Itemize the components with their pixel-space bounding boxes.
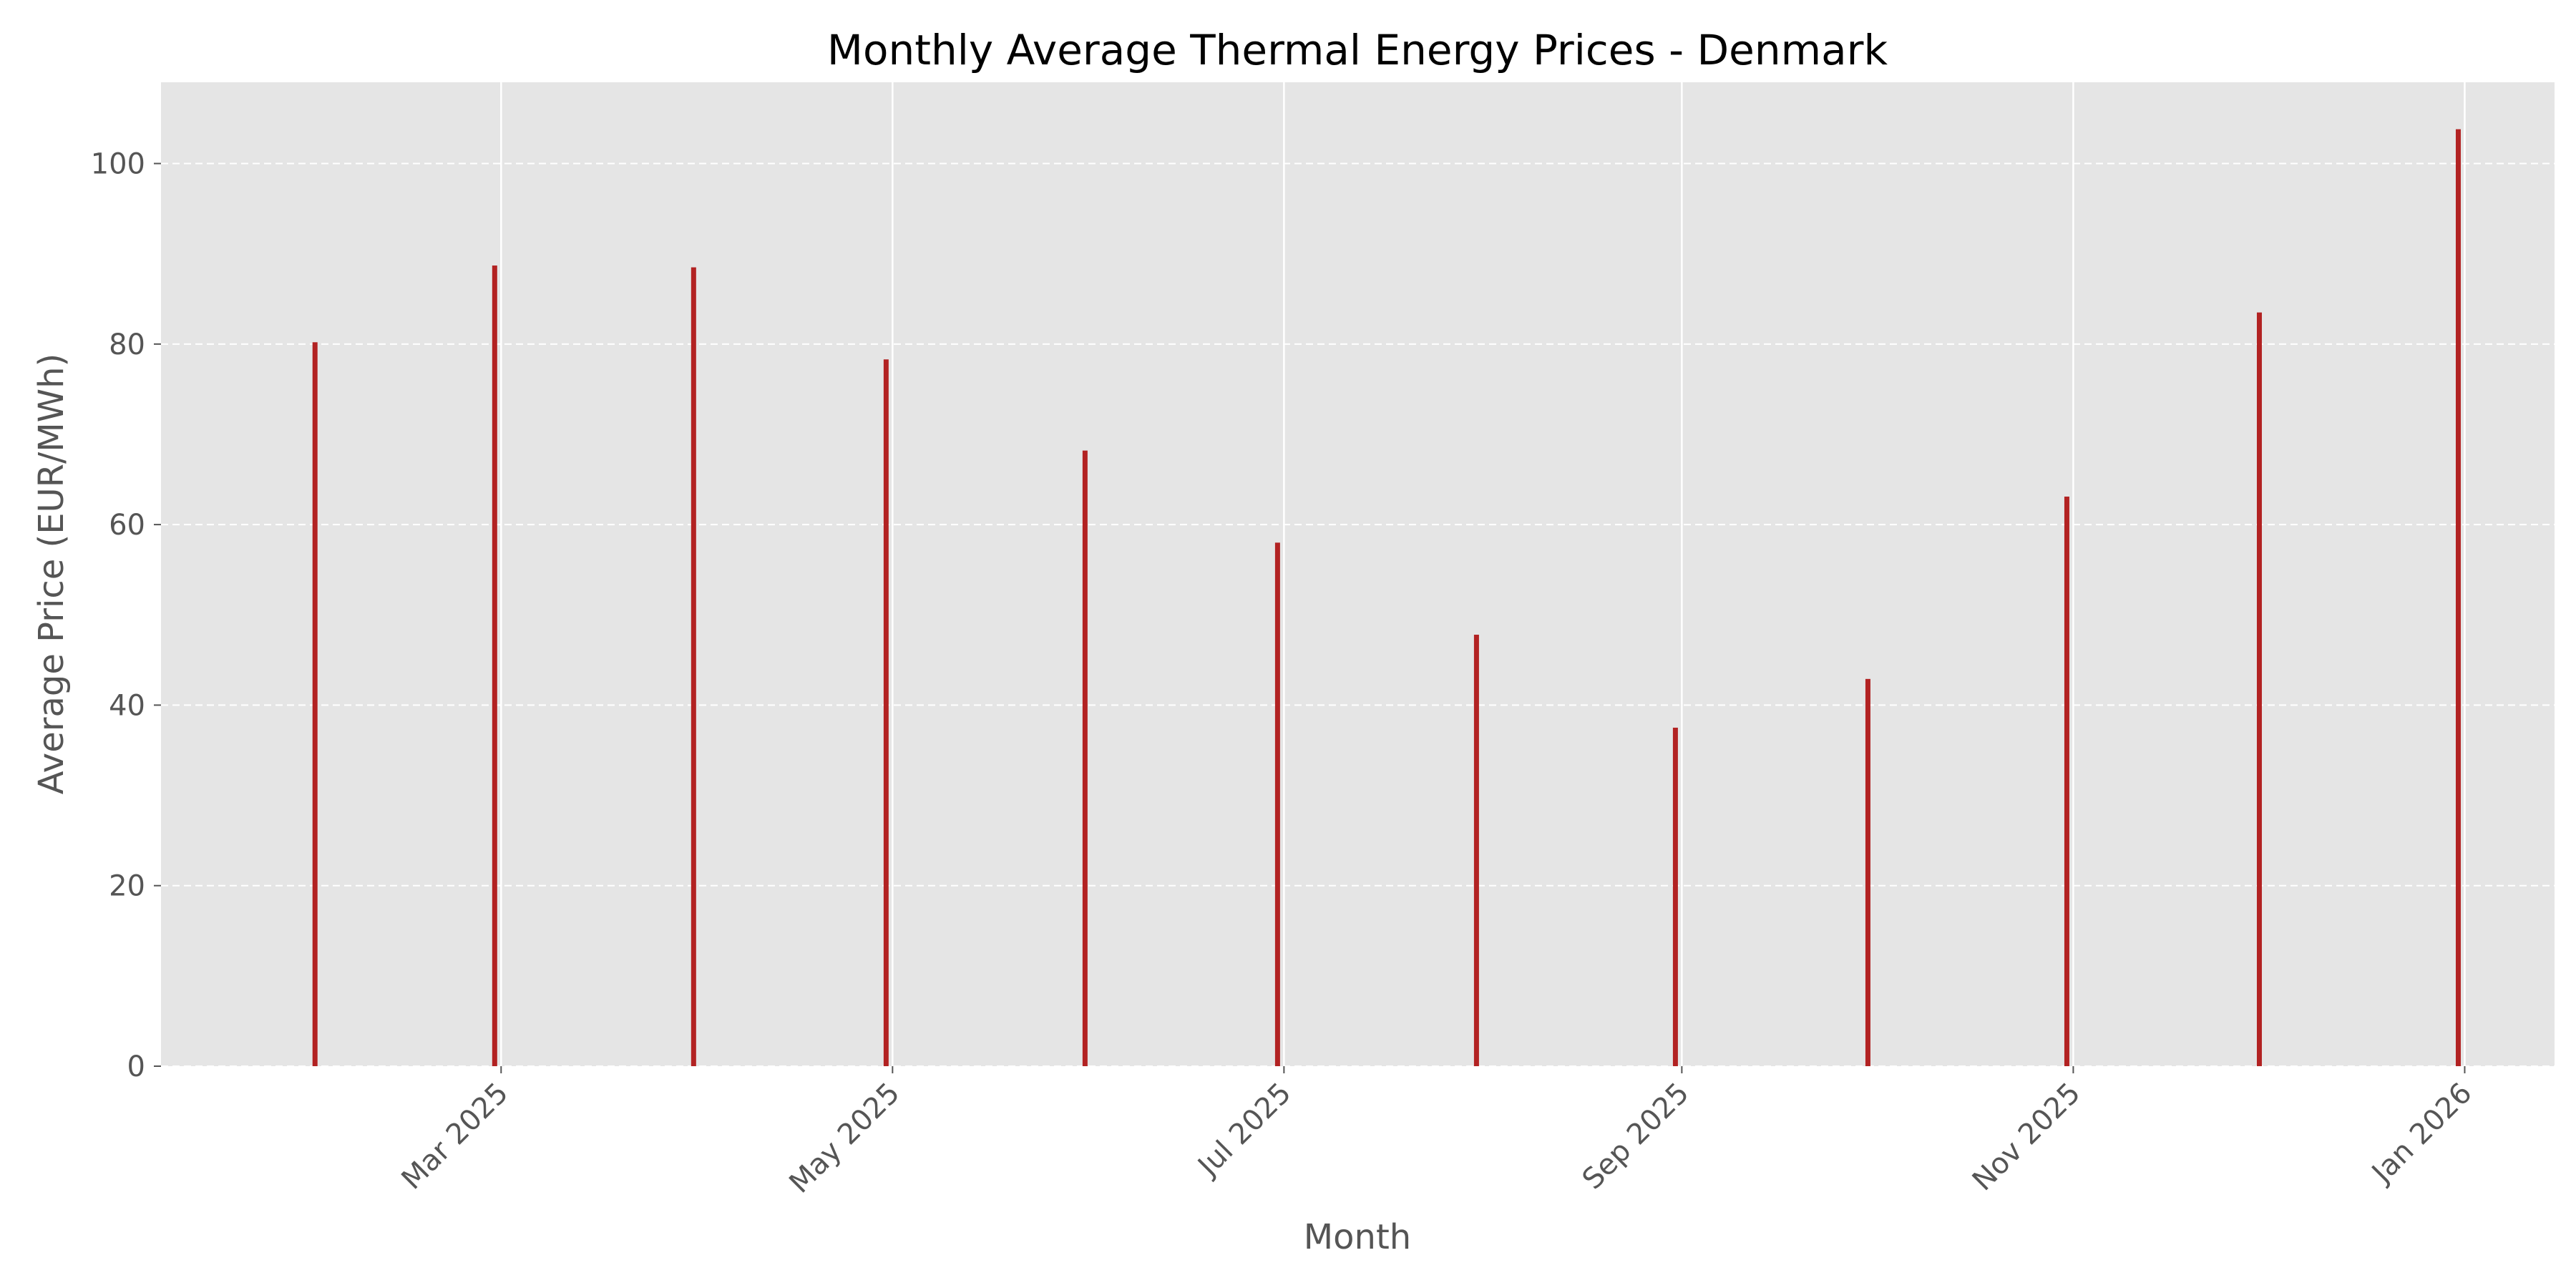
- bar: [691, 267, 696, 1066]
- chart-title: Monthly Average Thermal Energy Prices - …: [827, 26, 1888, 74]
- y-tick-label: 40: [109, 689, 145, 722]
- y-tick-label: 60: [109, 509, 145, 542]
- bar: [2455, 129, 2461, 1067]
- bar: [1473, 635, 1479, 1066]
- y-tick-label: 0: [127, 1050, 145, 1083]
- grid-lines: [161, 82, 2555, 1067]
- bar: [883, 359, 889, 1066]
- y-axis-label: Average Price (EUR/MWh): [31, 353, 72, 794]
- plot-background: [161, 82, 2555, 1066]
- y-axis-ticks: 0 20 40 60 80 100: [91, 148, 161, 1083]
- y-tick-label: 20: [109, 870, 145, 903]
- bars: [312, 129, 2461, 1067]
- bar: [312, 342, 318, 1067]
- y-tick-label: 80: [109, 328, 145, 361]
- bar: [2064, 497, 2069, 1066]
- bar: [1082, 450, 1088, 1066]
- bar: [1672, 727, 1678, 1066]
- bar: [1865, 678, 1870, 1066]
- y-tick-label: 100: [91, 148, 145, 181]
- bar: [1274, 542, 1280, 1066]
- x-axis-label: Month: [1304, 1217, 1411, 1257]
- bar: [492, 265, 497, 1066]
- bar: [2256, 312, 2262, 1066]
